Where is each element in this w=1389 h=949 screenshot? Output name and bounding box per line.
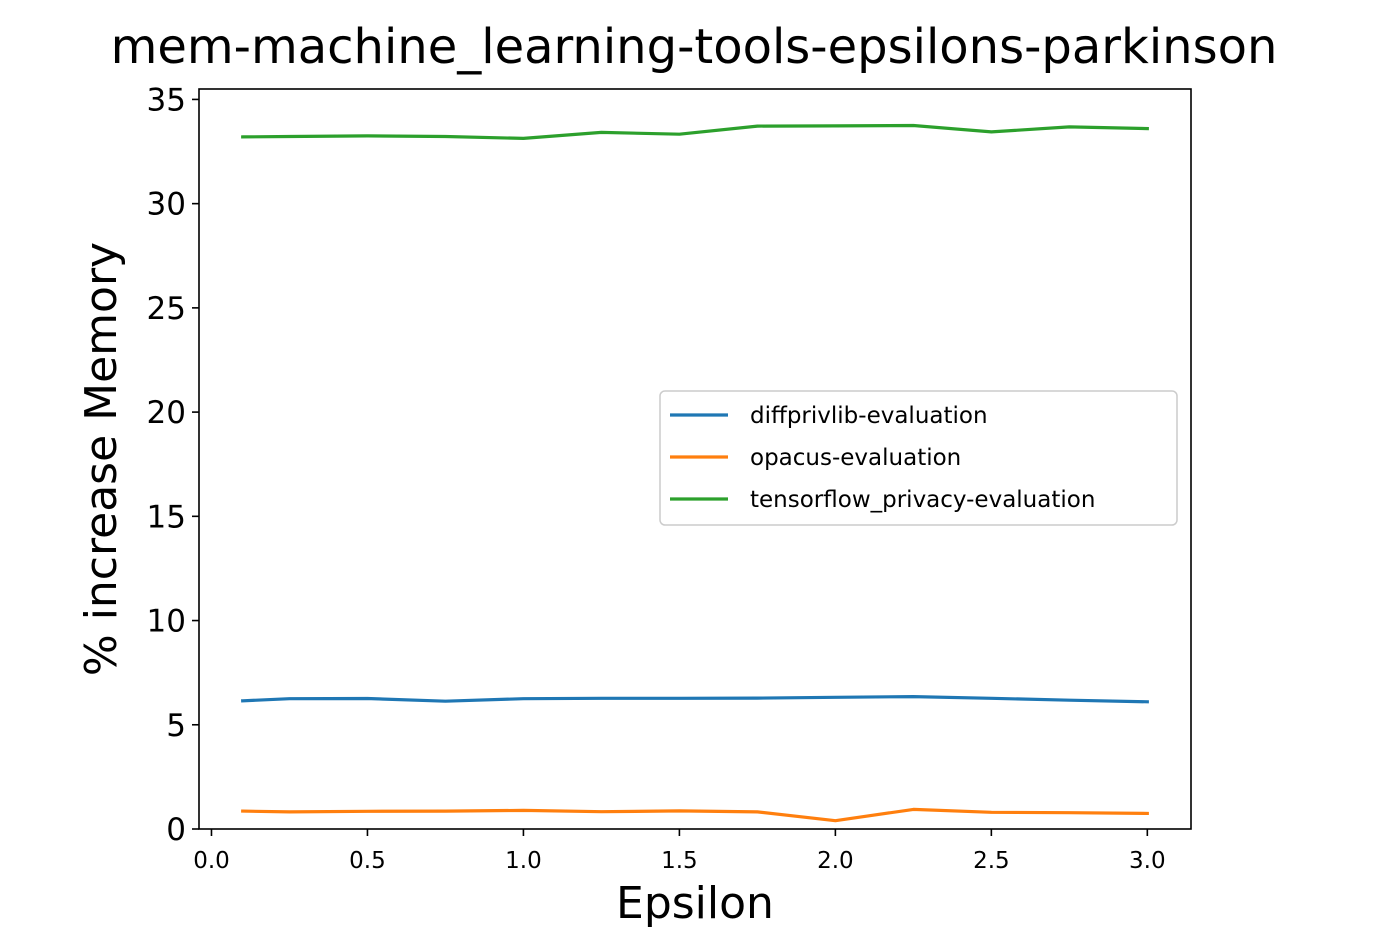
y-tick-label: 5 — [166, 708, 186, 744]
legend-label: diffprivlib-evaluation — [750, 403, 988, 429]
x-tick-label: 0.0 — [193, 848, 230, 874]
x-tick-label: 2.5 — [973, 848, 1010, 874]
y-tick-label: 35 — [147, 82, 186, 118]
y-tick-label: 15 — [147, 499, 186, 535]
series-lines — [241, 123, 1149, 823]
legend-box — [659, 390, 1178, 526]
y-tick-label: 0 — [166, 812, 186, 848]
y-tick-label: 20 — [147, 395, 186, 431]
legend-label: tensorflow_privacy-evaluation — [750, 487, 1095, 513]
y-tick-label: 25 — [147, 291, 186, 327]
series-line-diffprivlib-evaluation — [241, 694, 1149, 704]
y-axis-label: % increase Memory — [76, 242, 127, 676]
plot-area — [198, 88, 1192, 830]
series-line-opacus-evaluation — [241, 807, 1149, 823]
x-axis-label: Epsilon — [616, 878, 774, 929]
series-line-tensorflow_privacy-evaluation — [241, 123, 1149, 140]
x-tick-label: 1.0 — [505, 848, 542, 874]
x-tick-label: 0.5 — [349, 848, 386, 874]
legend: diffprivlib-evaluation opacus-evaluation t… — [659, 390, 1178, 526]
y-tick-label: 10 — [147, 604, 186, 640]
x-tick-label: 2.0 — [817, 848, 854, 874]
chart-title: mem-machine_learning-tools-epsilons-park… — [111, 19, 1278, 75]
axes-frame — [198, 88, 1192, 830]
x-tick-label: 1.5 — [661, 848, 698, 874]
y-tick-label: 30 — [147, 187, 186, 223]
x-tick-label: 3.0 — [1129, 848, 1166, 874]
legend-label: opacus-evaluation — [750, 445, 961, 471]
y-axis-ticks: 0 5 10 15 20 25 30 35 — [147, 82, 199, 848]
x-axis-ticks: 0.0 0.5 1.0 1.5 2.0 2.5 3.0 — [193, 829, 1166, 874]
